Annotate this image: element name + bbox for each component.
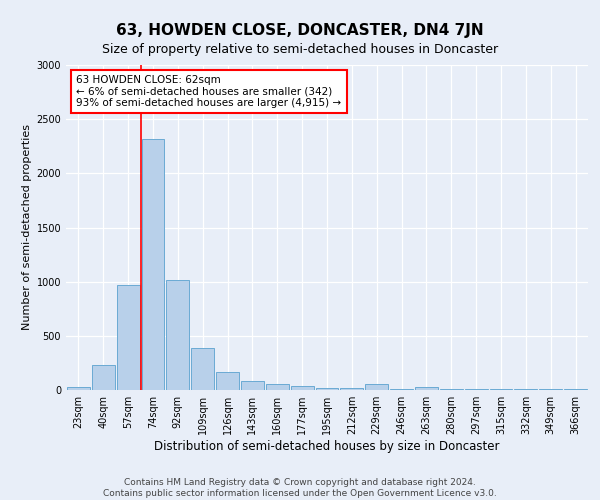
- X-axis label: Distribution of semi-detached houses by size in Doncaster: Distribution of semi-detached houses by …: [154, 440, 500, 453]
- Text: 63, HOWDEN CLOSE, DONCASTER, DN4 7JN: 63, HOWDEN CLOSE, DONCASTER, DN4 7JN: [116, 22, 484, 38]
- Bar: [316, 388, 338, 390]
- Bar: [415, 388, 438, 390]
- Text: Size of property relative to semi-detached houses in Doncaster: Size of property relative to semi-detach…: [102, 42, 498, 56]
- Bar: [117, 285, 140, 390]
- Text: Contains HM Land Registry data © Crown copyright and database right 2024.
Contai: Contains HM Land Registry data © Crown c…: [103, 478, 497, 498]
- Bar: [67, 388, 90, 390]
- Bar: [291, 386, 314, 390]
- Y-axis label: Number of semi-detached properties: Number of semi-detached properties: [22, 124, 32, 330]
- Text: 63 HOWDEN CLOSE: 62sqm
← 6% of semi-detached houses are smaller (342)
93% of sem: 63 HOWDEN CLOSE: 62sqm ← 6% of semi-deta…: [76, 74, 341, 108]
- Bar: [216, 372, 239, 390]
- Bar: [191, 348, 214, 390]
- Bar: [365, 384, 388, 390]
- Bar: [390, 389, 413, 390]
- Bar: [142, 138, 164, 390]
- Bar: [241, 381, 264, 390]
- Bar: [166, 280, 189, 390]
- Bar: [266, 384, 289, 390]
- Bar: [340, 388, 363, 390]
- Bar: [92, 365, 115, 390]
